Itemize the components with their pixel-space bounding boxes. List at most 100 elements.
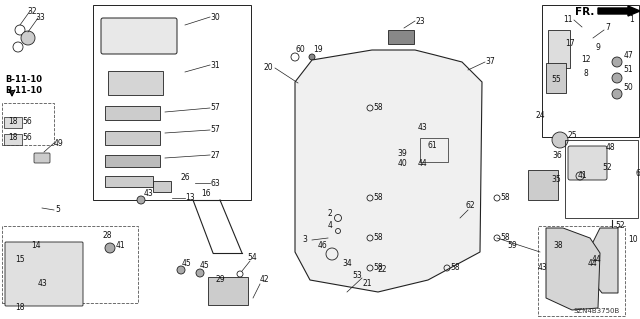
Text: 6: 6 bbox=[636, 168, 640, 177]
Text: 9: 9 bbox=[596, 43, 600, 53]
Text: 38: 38 bbox=[553, 241, 563, 250]
Text: 62: 62 bbox=[465, 202, 475, 211]
Text: 41: 41 bbox=[577, 172, 587, 181]
Bar bbox=[108, 71, 163, 95]
Circle shape bbox=[612, 89, 622, 99]
Text: 46: 46 bbox=[318, 241, 328, 250]
Text: 36: 36 bbox=[552, 152, 562, 160]
Text: 43: 43 bbox=[538, 263, 548, 272]
Polygon shape bbox=[546, 228, 600, 310]
Text: 51: 51 bbox=[623, 65, 633, 75]
FancyBboxPatch shape bbox=[34, 153, 50, 163]
Text: 54: 54 bbox=[247, 254, 257, 263]
Text: 3: 3 bbox=[303, 235, 307, 244]
Text: 58: 58 bbox=[373, 194, 383, 203]
Text: 18: 18 bbox=[8, 117, 18, 127]
Text: 31: 31 bbox=[210, 61, 220, 70]
Text: 52: 52 bbox=[602, 164, 612, 173]
Text: 43: 43 bbox=[417, 123, 427, 132]
Bar bbox=[105, 106, 160, 120]
Bar bbox=[4, 134, 22, 145]
Text: 56: 56 bbox=[22, 133, 32, 143]
Text: 37: 37 bbox=[485, 57, 495, 66]
Text: 43: 43 bbox=[143, 189, 153, 197]
Circle shape bbox=[612, 73, 622, 83]
Circle shape bbox=[309, 54, 315, 60]
Polygon shape bbox=[295, 50, 482, 292]
Text: 59: 59 bbox=[507, 241, 517, 250]
Text: B-11-10: B-11-10 bbox=[5, 75, 42, 84]
Circle shape bbox=[612, 57, 622, 67]
Bar bbox=[420, 138, 448, 162]
Text: 58: 58 bbox=[450, 263, 460, 272]
Text: 44: 44 bbox=[592, 256, 602, 264]
Text: 26: 26 bbox=[180, 174, 190, 182]
Text: 25: 25 bbox=[567, 131, 577, 140]
Text: 49: 49 bbox=[53, 138, 63, 147]
Text: 40: 40 bbox=[397, 159, 407, 167]
Text: 21: 21 bbox=[362, 278, 372, 287]
Text: 57: 57 bbox=[210, 103, 220, 113]
Text: 48: 48 bbox=[605, 144, 615, 152]
Text: 12: 12 bbox=[581, 56, 591, 64]
Text: 4: 4 bbox=[328, 221, 332, 231]
Circle shape bbox=[137, 196, 145, 204]
Text: 58: 58 bbox=[500, 234, 510, 242]
Bar bbox=[153, 181, 171, 192]
Text: 11: 11 bbox=[563, 16, 573, 25]
Bar bbox=[4, 117, 22, 128]
Bar bbox=[2, 226, 138, 303]
Text: 53: 53 bbox=[352, 271, 362, 280]
Text: 15: 15 bbox=[15, 256, 25, 264]
Text: 41: 41 bbox=[115, 241, 125, 250]
Text: SZN4B3750B: SZN4B3750B bbox=[573, 308, 620, 314]
Circle shape bbox=[105, 243, 115, 253]
Bar bbox=[93, 5, 251, 200]
Text: 56: 56 bbox=[22, 117, 32, 127]
Text: FR.: FR. bbox=[575, 7, 594, 17]
Text: 18: 18 bbox=[15, 303, 25, 313]
Bar bbox=[548, 30, 570, 68]
Text: B-11-10: B-11-10 bbox=[5, 86, 42, 95]
Bar bbox=[208, 277, 248, 305]
Text: 34: 34 bbox=[342, 258, 352, 268]
Text: 33: 33 bbox=[35, 13, 45, 23]
Bar bbox=[528, 170, 558, 200]
Text: 58: 58 bbox=[500, 194, 510, 203]
Text: 63: 63 bbox=[210, 179, 220, 188]
Text: 23: 23 bbox=[415, 17, 425, 26]
Text: 43: 43 bbox=[37, 278, 47, 287]
Text: 47: 47 bbox=[623, 51, 633, 61]
FancyBboxPatch shape bbox=[5, 242, 83, 306]
Text: 50: 50 bbox=[623, 84, 633, 93]
Polygon shape bbox=[590, 228, 618, 293]
Text: 30: 30 bbox=[210, 12, 220, 21]
Text: 44: 44 bbox=[587, 258, 597, 268]
Text: 58: 58 bbox=[373, 103, 383, 113]
Text: 57: 57 bbox=[210, 125, 220, 135]
FancyArrow shape bbox=[598, 6, 640, 16]
Bar bbox=[546, 63, 566, 93]
Circle shape bbox=[177, 266, 185, 274]
Text: 58: 58 bbox=[373, 234, 383, 242]
Text: 14: 14 bbox=[31, 241, 41, 250]
FancyBboxPatch shape bbox=[568, 146, 607, 180]
Text: 19: 19 bbox=[313, 44, 323, 54]
Text: 27: 27 bbox=[210, 151, 220, 160]
Text: 42: 42 bbox=[259, 276, 269, 285]
Circle shape bbox=[196, 269, 204, 277]
Bar bbox=[105, 155, 160, 167]
Bar bbox=[565, 140, 638, 218]
Text: 22: 22 bbox=[377, 265, 387, 275]
Text: 2: 2 bbox=[328, 209, 332, 218]
Text: 16: 16 bbox=[201, 189, 211, 197]
Text: 45: 45 bbox=[200, 262, 210, 271]
Text: 20: 20 bbox=[263, 63, 273, 72]
Text: 44: 44 bbox=[417, 159, 427, 167]
Circle shape bbox=[552, 132, 568, 148]
Text: 35: 35 bbox=[551, 175, 561, 184]
Text: 1: 1 bbox=[630, 16, 634, 25]
Text: 39: 39 bbox=[397, 149, 407, 158]
Text: 8: 8 bbox=[584, 69, 588, 78]
Text: 17: 17 bbox=[565, 39, 575, 48]
